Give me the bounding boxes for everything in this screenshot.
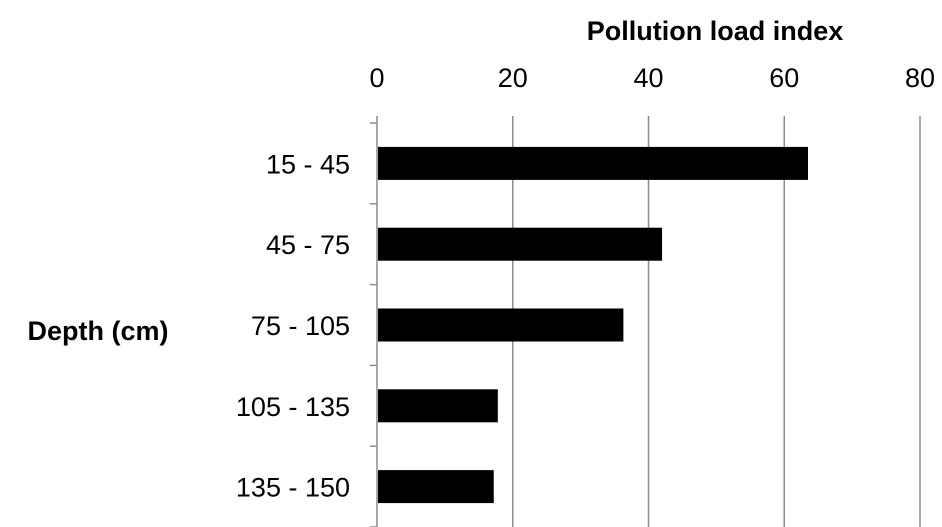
category-label: 15 - 45 bbox=[266, 149, 350, 179]
x-tick-label: 20 bbox=[498, 63, 528, 93]
bar bbox=[378, 146, 809, 180]
bar bbox=[378, 470, 494, 504]
bar bbox=[378, 308, 624, 342]
bar bbox=[378, 389, 498, 423]
x-tick-label: 80 bbox=[905, 63, 935, 93]
x-tick-label: 60 bbox=[769, 63, 799, 93]
y-axis-title: Depth (cm) bbox=[28, 316, 169, 346]
category-label: 105 - 135 bbox=[236, 392, 350, 422]
category-label: 75 - 105 bbox=[251, 311, 350, 341]
category-label: 135 - 150 bbox=[236, 473, 350, 503]
x-axis-title: Pollution load index bbox=[587, 16, 844, 46]
bars bbox=[378, 146, 809, 504]
x-tick-label: 40 bbox=[633, 63, 663, 93]
x-tick-label: 0 bbox=[369, 63, 384, 93]
axes bbox=[370, 116, 921, 527]
tick-labels: 0 20 40 60 80 15 - 45 45 - 75 75 - 105 105 - 135… bbox=[236, 63, 935, 503]
bar bbox=[378, 227, 663, 261]
category-label: 45 - 75 bbox=[266, 230, 350, 260]
